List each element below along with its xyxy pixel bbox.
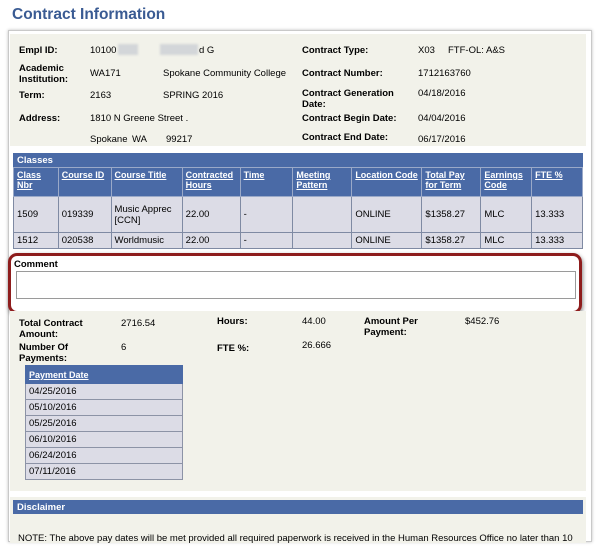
address-line1: 1810 N Greene Street . xyxy=(90,113,189,124)
contract-end-date-label: Contract End Date: xyxy=(302,132,389,143)
hours-value: 44.00 xyxy=(302,316,326,327)
contract-begin-date: 04/04/2016 xyxy=(418,113,466,124)
payment-date-cell: 05/25/2016 xyxy=(25,415,183,432)
institution-code: WA171 xyxy=(90,68,121,79)
col-class-nbr[interactable]: Class Nbr xyxy=(13,167,59,197)
disclaimer-text: NOTE: The above pay dates will be met pr… xyxy=(18,533,573,544)
redacted-block xyxy=(160,44,198,55)
cell-earnings-code: MLC xyxy=(480,232,533,249)
payment-date-cell: 06/24/2016 xyxy=(25,447,183,464)
table-row: 07/11/2016 xyxy=(25,463,183,480)
address-label: Address: xyxy=(19,113,61,124)
contract-info-panel xyxy=(10,34,586,146)
address-state: WA xyxy=(132,134,147,145)
cell-earnings-code: MLC xyxy=(480,196,533,233)
cell-meeting-pattern xyxy=(292,196,353,233)
col-payment-date[interactable]: Payment Date xyxy=(25,365,183,384)
cell-meeting-pattern xyxy=(292,232,353,249)
cell-contracted-hours: 22.00 xyxy=(181,232,241,249)
address-city: Spokane xyxy=(90,134,128,145)
payment-dates-table: Payment Date 04/25/2016 05/10/2016 05/25… xyxy=(25,365,183,480)
table-row: 1512 020538 Worldmusic 22.00 - ONLINE $1… xyxy=(13,232,583,249)
col-total-pay-for-term[interactable]: Total Pay for Term xyxy=(421,167,482,197)
academic-institution-label: Academic Institution: xyxy=(19,63,69,85)
cell-time: - xyxy=(239,196,294,233)
table-row: 05/25/2016 xyxy=(25,415,183,432)
total-contract-amount: 2716.54 xyxy=(121,318,156,329)
contract-begin-date-label: Contract Begin Date: xyxy=(302,113,397,124)
table-row: 06/24/2016 xyxy=(25,447,183,464)
cell-total-pay: $1358.27 xyxy=(421,232,482,249)
cell-class-nbr: 1512 xyxy=(13,232,59,249)
comment-field[interactable] xyxy=(16,271,576,299)
cell-course-title: Worldmusic xyxy=(110,232,183,249)
cell-class-nbr: 1509 xyxy=(13,196,59,233)
table-row: 06/10/2016 xyxy=(25,431,183,448)
cell-time: - xyxy=(239,232,294,249)
col-meeting-pattern[interactable]: Meeting Pattern xyxy=(292,167,353,197)
payment-date-cell: 04/25/2016 xyxy=(25,383,183,400)
total-contract-amount-label: Total Contract Amount: xyxy=(19,318,83,340)
term-code: 2163 xyxy=(90,90,112,101)
payment-date-cell: 07/11/2016 xyxy=(25,463,183,480)
disclaimer-header: Disclaimer xyxy=(13,500,583,514)
cell-course-id: 020538 xyxy=(57,232,112,249)
col-time[interactable]: Time xyxy=(239,167,294,197)
col-earnings-code[interactable]: Earnings Code xyxy=(480,167,533,197)
amount-per-payment: $452.76 xyxy=(465,316,500,327)
empl-id-suffix: d G xyxy=(199,45,215,56)
classes-header-row: Class Nbr Course ID Course Title Contrac… xyxy=(13,167,583,197)
contract-type-label: Contract Type: xyxy=(302,45,369,56)
contract-end-date: 06/17/2016 xyxy=(418,134,466,145)
highlight-annotation xyxy=(8,253,582,314)
col-course-title[interactable]: Course Title xyxy=(110,167,183,197)
page-title: Contract Information xyxy=(12,6,166,23)
cell-location-code: ONLINE xyxy=(351,232,423,249)
empl-id-prefix: 10100 xyxy=(90,45,117,56)
table-row: 1509 019339 Music Apprec [CCN] 22.00 - O… xyxy=(13,196,583,233)
contract-number: 1712163760 xyxy=(418,68,471,79)
contract-type-description: FTF-OL: A&S xyxy=(448,45,506,56)
redacted-block xyxy=(118,44,138,55)
cell-fte-pct: 13.333 xyxy=(531,196,583,233)
fte-pct-label: FTE %: xyxy=(217,343,250,354)
classes-table: Class Nbr Course ID Course Title Contrac… xyxy=(13,167,583,249)
payment-date-cell: 06/10/2016 xyxy=(25,431,183,448)
cell-course-title: Music Apprec [CCN] xyxy=(110,196,183,233)
classes-section-header: Classes xyxy=(13,153,583,167)
cell-fte-pct: 13.333 xyxy=(531,232,583,249)
fte-pct-value: 26.666 xyxy=(302,340,332,351)
contract-type-code: X03 xyxy=(418,45,435,56)
number-of-payments: 6 xyxy=(121,342,127,353)
cell-total-pay: $1358.27 xyxy=(421,196,482,233)
amount-per-payment-label: Amount Per Payment: xyxy=(364,316,418,338)
col-contracted-hours[interactable]: Contracted Hours xyxy=(181,167,241,197)
col-course-id[interactable]: Course ID xyxy=(57,167,112,197)
term-name: SPRING 2016 xyxy=(163,90,224,101)
institution-name: Spokane Community College xyxy=(163,68,287,79)
col-location-code[interactable]: Location Code xyxy=(351,167,423,197)
cell-contracted-hours: 22.00 xyxy=(181,196,241,233)
empl-id-label: Empl ID: xyxy=(19,45,58,56)
comment-label: Comment xyxy=(14,259,58,270)
payment-date-cell: 05/10/2016 xyxy=(25,399,183,416)
contract-number-label: Contract Number: xyxy=(302,68,383,79)
col-fte-pct[interactable]: FTE % xyxy=(531,167,583,197)
address-zip: 99217 xyxy=(166,134,193,145)
number-of-payments-label: Number Of Payments: xyxy=(19,342,69,364)
cell-location-code: ONLINE xyxy=(351,196,423,233)
cell-course-id: 019339 xyxy=(57,196,112,233)
table-row: 04/25/2016 xyxy=(25,383,183,400)
contract-generation-date: 04/18/2016 xyxy=(418,88,466,99)
term-label: Term: xyxy=(19,90,45,101)
hours-label: Hours: xyxy=(217,316,248,327)
contract-generation-date-label: Contract Generation Date: xyxy=(302,88,394,110)
table-row: 05/10/2016 xyxy=(25,399,183,416)
